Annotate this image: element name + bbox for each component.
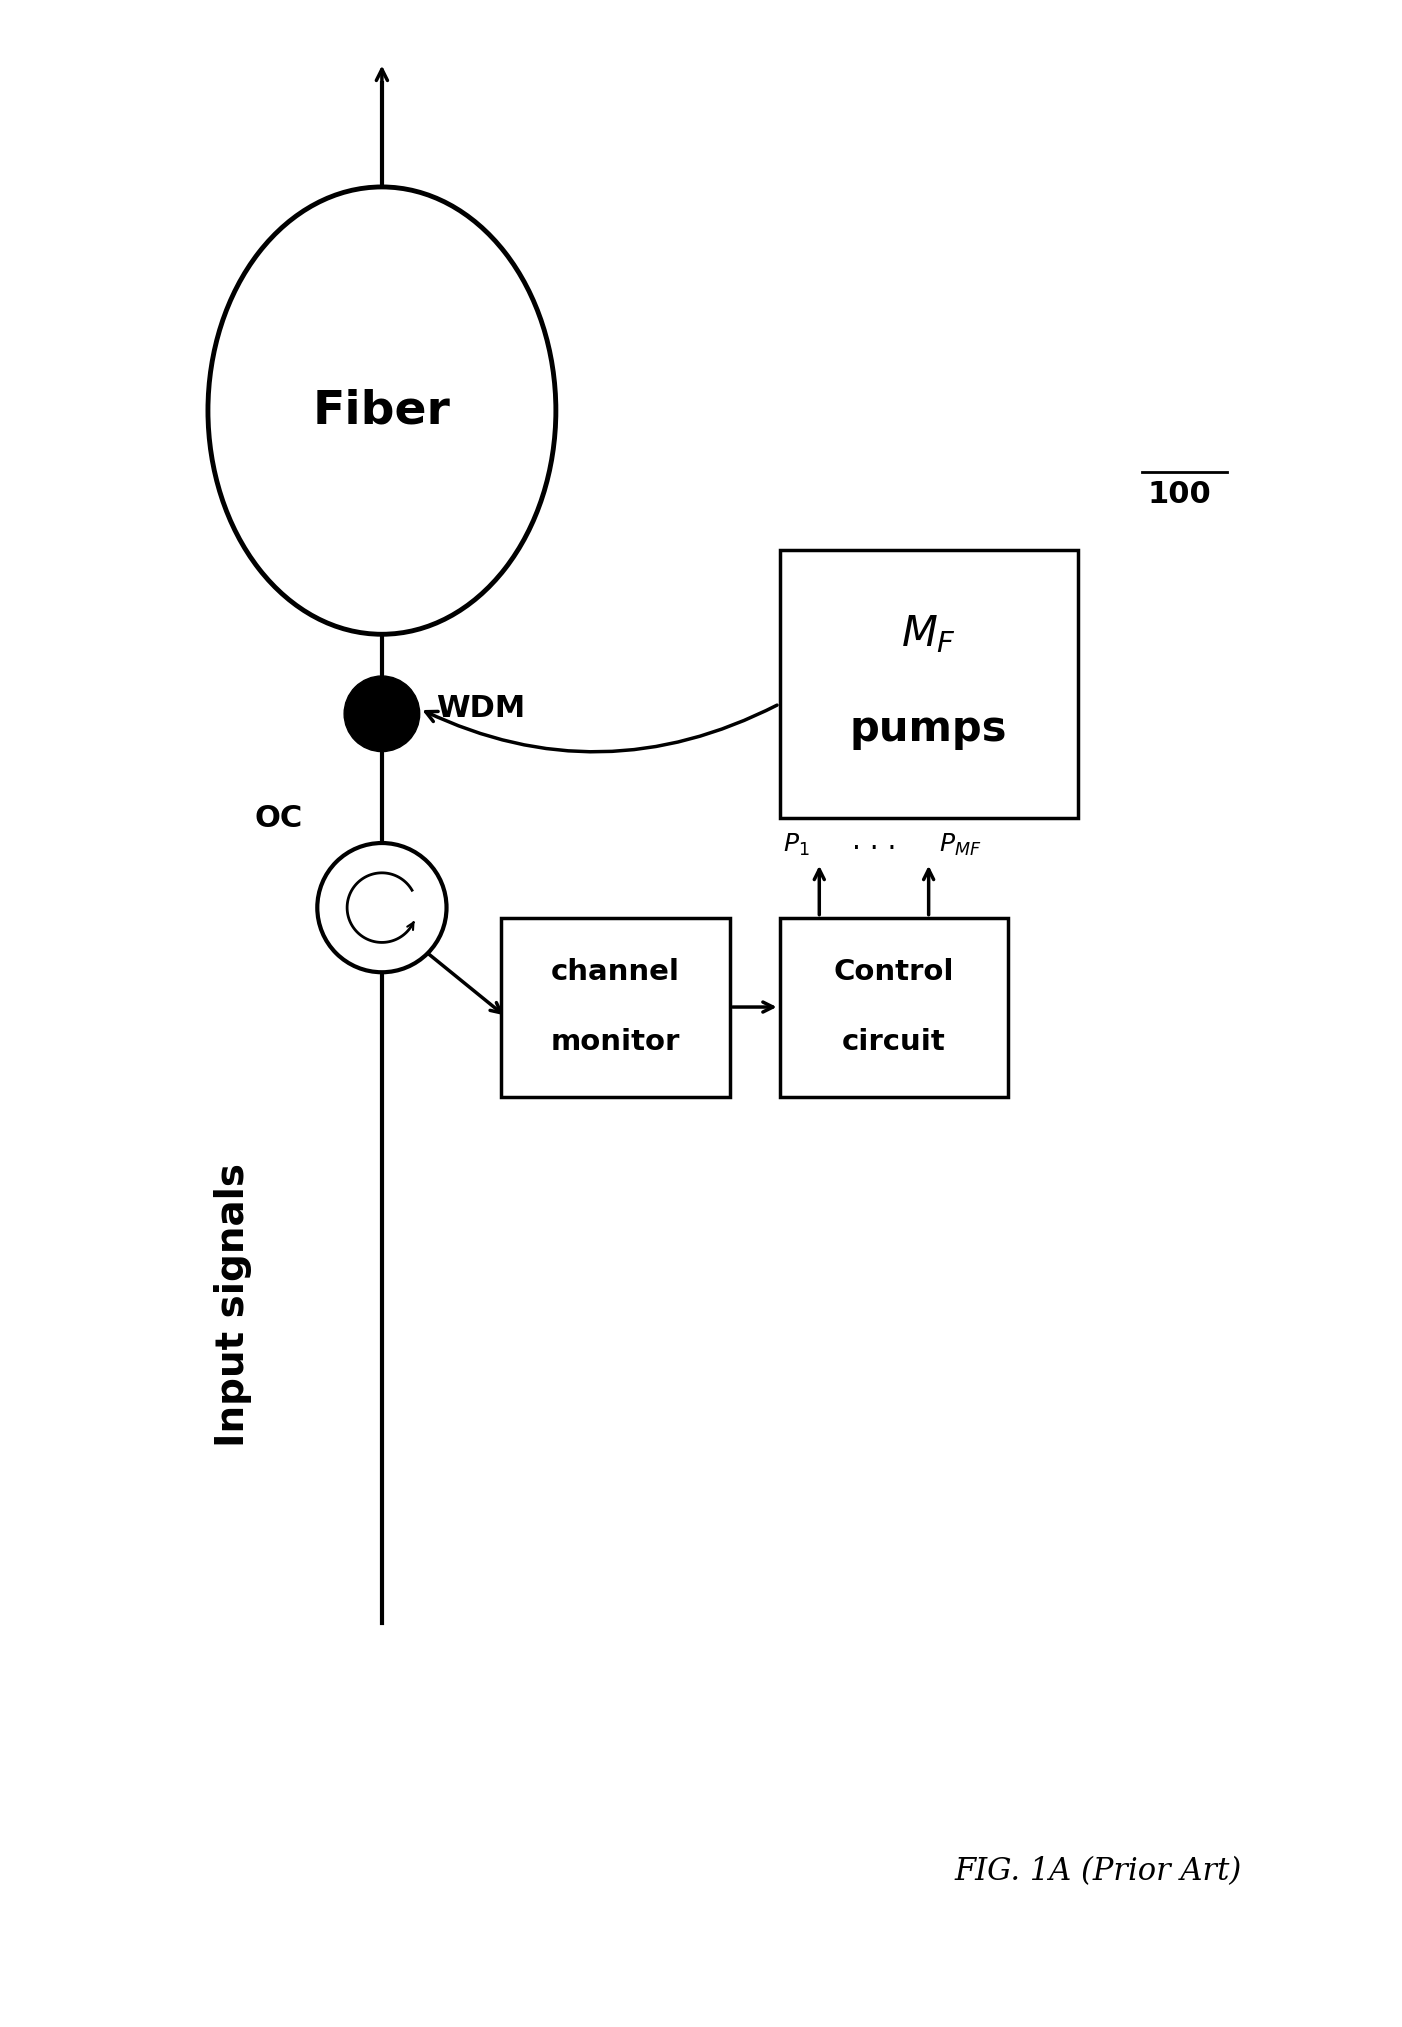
Text: WDM: WDM xyxy=(436,695,526,724)
Text: $P_1$: $P_1$ xyxy=(782,831,809,857)
Text: 100: 100 xyxy=(1147,480,1211,509)
Ellipse shape xyxy=(207,186,555,634)
Circle shape xyxy=(317,843,446,973)
Text: monitor: monitor xyxy=(551,1028,680,1056)
Text: · · ·: · · · xyxy=(852,835,896,864)
Text: Fiber: Fiber xyxy=(313,387,451,434)
Text: Control: Control xyxy=(834,959,955,987)
FancyBboxPatch shape xyxy=(780,918,1008,1097)
FancyBboxPatch shape xyxy=(780,549,1078,819)
Text: FIG. 1A (Prior Art): FIG. 1A (Prior Art) xyxy=(953,1857,1241,1887)
FancyBboxPatch shape xyxy=(501,918,730,1097)
Text: Input signals: Input signals xyxy=(213,1163,252,1447)
Text: pumps: pumps xyxy=(850,707,1008,750)
Text: $\mathit{M}_F$: $\mathit{M}_F$ xyxy=(901,614,956,655)
Text: circuit: circuit xyxy=(843,1028,946,1056)
Text: channel: channel xyxy=(551,959,680,987)
Circle shape xyxy=(343,677,419,752)
Text: $P_{MF}$: $P_{MF}$ xyxy=(938,831,981,857)
Text: OC: OC xyxy=(254,805,303,833)
FancyArrowPatch shape xyxy=(426,705,777,752)
